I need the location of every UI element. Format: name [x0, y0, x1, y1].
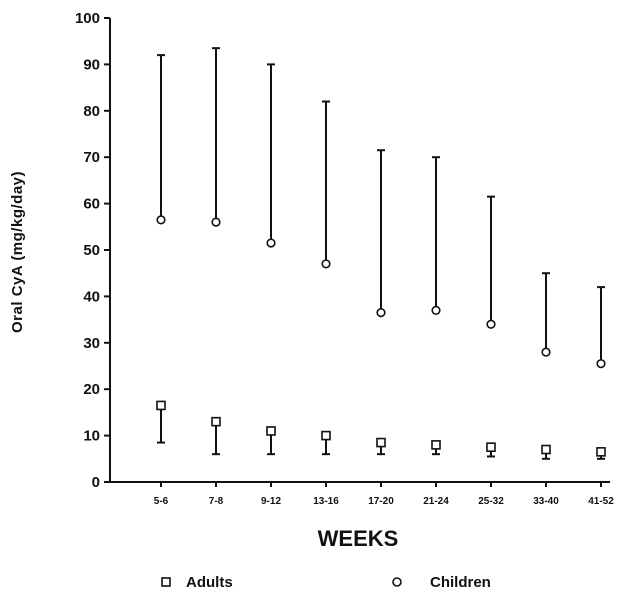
children-point	[431, 305, 441, 315]
y-tick-label: 70	[83, 149, 100, 166]
y-axis-ticks: 0 10 20 30 40 50 60 70 80 90 100	[75, 10, 110, 491]
adults-point	[266, 426, 276, 436]
x-tick-label: 33-40	[533, 496, 559, 507]
y-tick-label: 90	[83, 56, 100, 73]
adults-point	[486, 442, 496, 453]
y-tick-label: 60	[83, 196, 100, 213]
children-point	[266, 238, 276, 248]
children-point	[211, 217, 221, 227]
x-tick-label: 9-12	[261, 496, 281, 507]
data-marks	[156, 47, 606, 460]
x-tick-label: 5-6	[154, 496, 169, 507]
children-point	[156, 215, 166, 225]
y-tick-label: 30	[83, 335, 100, 352]
children-point	[486, 319, 496, 329]
children-point	[541, 347, 551, 357]
y-tick-label: 10	[83, 428, 100, 445]
y-tick-label: 80	[83, 103, 100, 120]
adults-point	[321, 430, 331, 441]
axes	[109, 18, 610, 483]
children-point	[321, 259, 331, 269]
legend-children-label: Children	[430, 574, 491, 591]
y-tick-label: 20	[83, 381, 100, 398]
adults-point	[156, 400, 166, 411]
adults-point	[376, 437, 386, 448]
x-axis-ticks: 5-6 7-8 9-12 13-16 17-20 21-24 25-32 33-40 41-52	[154, 482, 614, 507]
x-tick-label: 41-52	[588, 496, 614, 507]
legend-children-marker-circle-icon	[392, 577, 402, 587]
x-tick-label: 7-8	[209, 496, 224, 507]
y-tick-label: 0	[92, 474, 100, 491]
y-tick-label: 50	[83, 242, 100, 259]
legend-adults-marker-square-icon	[161, 577, 171, 587]
x-axis-label: WEEKS	[318, 526, 399, 551]
children-point	[596, 359, 606, 369]
adults-point	[541, 444, 551, 455]
adults-point	[431, 440, 441, 450]
x-tick-label: 25-32	[478, 496, 504, 507]
x-tick-label: 13-16	[313, 496, 339, 507]
y-tick-label: 100	[75, 10, 100, 27]
legend: Adults Children	[161, 574, 491, 591]
children-point	[376, 308, 386, 318]
adults-point	[596, 447, 606, 457]
y-axis-label: Oral CyA (mg/kg/day)	[9, 171, 26, 333]
x-tick-label: 21-24	[423, 496, 449, 507]
legend-adults-label: Adults	[186, 574, 233, 591]
adults-point	[211, 416, 221, 427]
x-tick-label: 17-20	[368, 496, 394, 507]
y-tick-label: 40	[83, 288, 100, 305]
